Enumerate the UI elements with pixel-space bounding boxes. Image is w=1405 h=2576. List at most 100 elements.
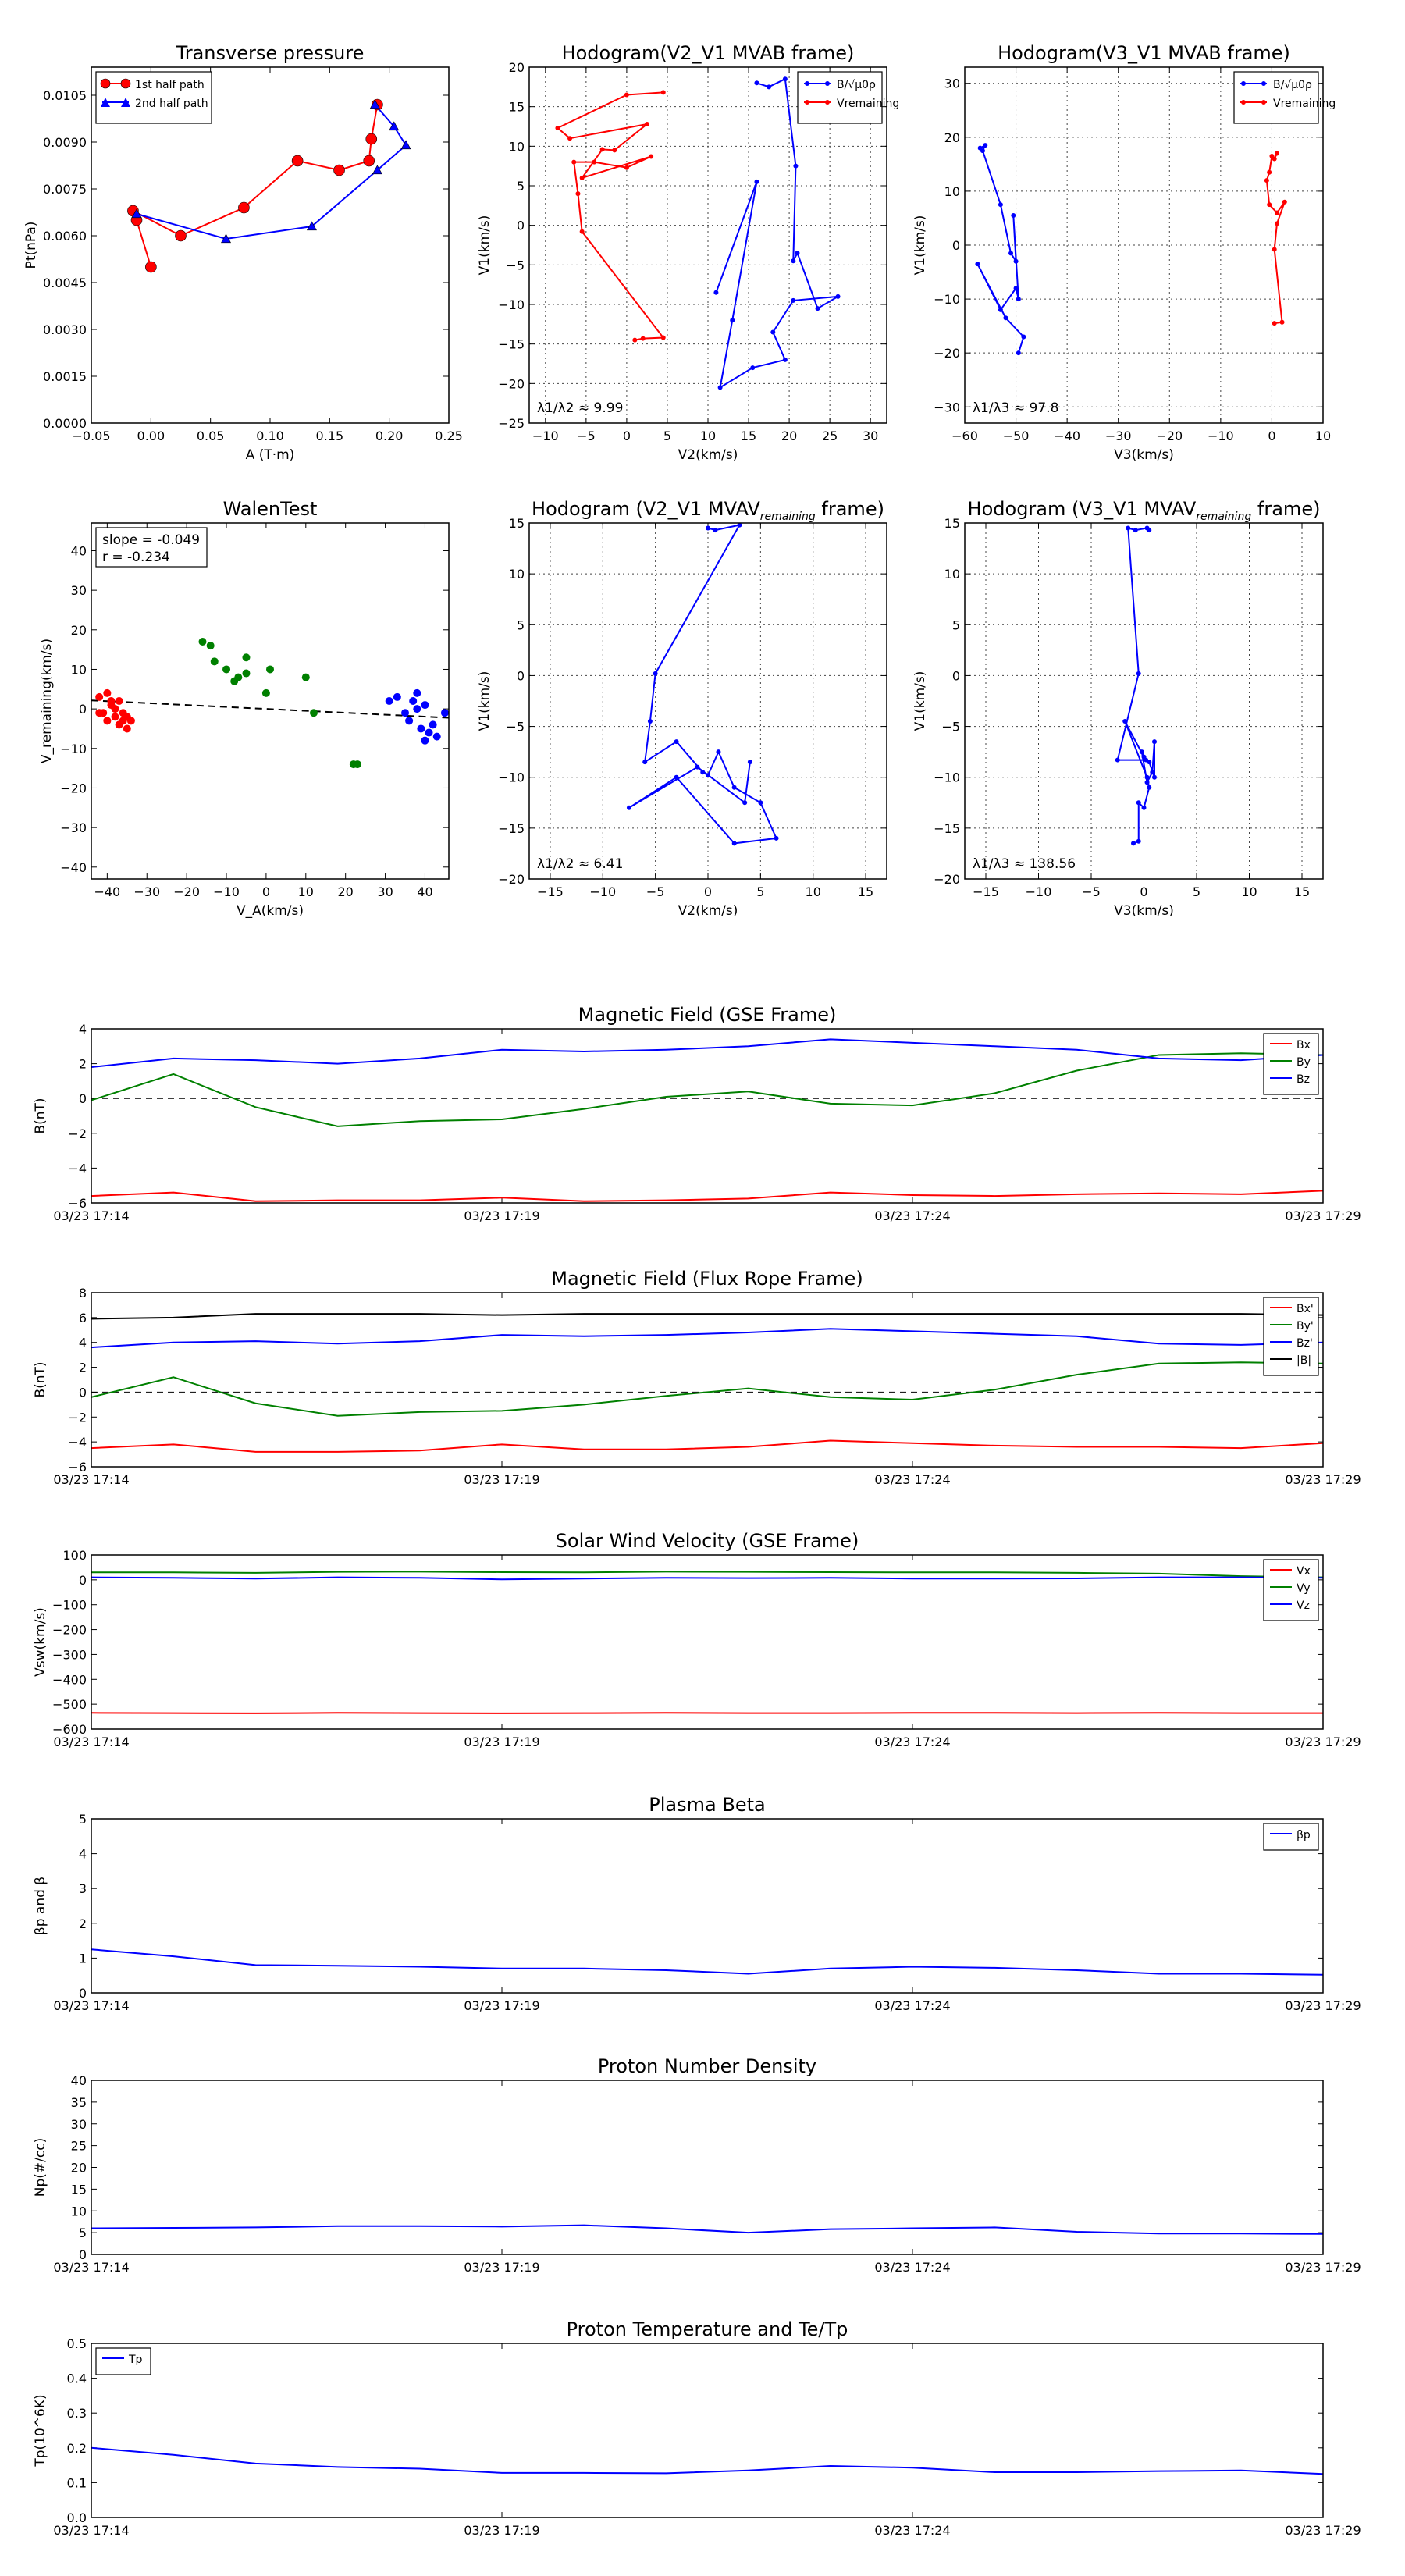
data-point: [730, 318, 735, 323]
x-tick-label: 03/23 17:19: [464, 1998, 539, 2013]
data-point: [716, 749, 721, 755]
chart-title: Solar Wind Velocity (GSE Frame): [556, 1530, 859, 1552]
data-point: [767, 84, 772, 90]
chart-np: 0 5 10 15 20 25 30 35 40 03/23 17:14 03/23 17:19 03…: [33, 2055, 1361, 2275]
series-line-2: [91, 1328, 1324, 1349]
x-tick-label: 10: [1315, 429, 1331, 443]
data-point: [393, 692, 401, 701]
data-point: [409, 697, 418, 705]
series-line-1: [91, 1361, 1324, 1417]
data-point: [123, 724, 131, 733]
y-tick-label: −20: [934, 346, 960, 361]
x-tick-label: 03/23 17:19: [464, 2260, 539, 2275]
x-tick-label: 03/23 17:24: [874, 1998, 950, 2013]
y-tick-label: 20: [71, 2161, 87, 2176]
data-point: [266, 665, 274, 674]
legend-box: [1233, 71, 1319, 124]
data-point: [640, 336, 646, 341]
data-point: [389, 121, 400, 131]
x-tick-label: 03/23 17:24: [874, 1208, 950, 1223]
legend-box: [1263, 1297, 1319, 1376]
chart-title: Magnetic Field (Flux Rope Frame): [551, 1268, 863, 1290]
data-point: [1011, 213, 1016, 218]
x-tick-label: −5: [1082, 884, 1101, 899]
data-point: [1147, 785, 1152, 790]
legend-marker: [1261, 100, 1266, 105]
ratio-annotation: λ1/λ2 ≈ 6.41: [537, 856, 623, 872]
x-tick-label: −20: [1156, 429, 1183, 443]
y-axis-label: V1(km/s): [477, 215, 493, 276]
data-point: [417, 724, 425, 733]
y-tick-label: −15: [934, 821, 960, 836]
legend-marker: [121, 98, 130, 107]
chart-title: Proton Number Density: [598, 2055, 816, 2077]
legend-marker: [1241, 100, 1246, 105]
legend-label: Bz: [1297, 1073, 1310, 1086]
y-tick-label: 0: [952, 668, 960, 683]
data-point: [653, 671, 658, 676]
chart-walen: −40 −30 −20 −10 0 10 20 30 40 −40 −30 −20 −10 0 10 20 30…: [39, 498, 450, 919]
legend-label: 2nd half path: [135, 98, 208, 110]
y-tick-label: −5: [506, 258, 525, 272]
x-tick-label: −15: [537, 884, 564, 899]
y-tick-label: 4: [79, 1847, 87, 1862]
data-point: [791, 297, 796, 303]
data-point: [1136, 671, 1141, 676]
x-tick-label: 30: [377, 884, 393, 899]
series-line-0: [715, 77, 839, 390]
data-point: [575, 191, 581, 197]
x-tick-label: −40: [94, 884, 120, 899]
y-tick-label: −25: [498, 416, 525, 431]
chart-beta: 0 1 2 3 4 5 03/23 17:14 03/23 17:19 03/23 17:24 0…: [33, 1794, 1361, 2013]
data-point: [333, 164, 345, 176]
legend-marker: [101, 98, 110, 107]
x-tick-label: 0.15: [316, 429, 344, 443]
y-axis-label: B(nT): [33, 1098, 48, 1133]
legend-label: Bx': [1297, 1303, 1314, 1315]
y-tick-label: 30: [944, 76, 960, 91]
data-point: [706, 773, 710, 778]
series-line-0: [91, 1948, 1324, 1976]
x-axis-label: V2(km/s): [678, 903, 738, 919]
y-tick-label: 0.5: [67, 2336, 87, 2351]
legend-label: Vx: [1297, 1565, 1311, 1578]
y-tick-label: −15: [498, 821, 525, 836]
y-tick-label: 5: [517, 179, 525, 194]
legend-marker: [805, 100, 809, 105]
y-tick-label: 1: [79, 1951, 87, 1966]
data-point: [731, 841, 737, 846]
y-tick-label: 0: [79, 2247, 87, 2262]
series-line-0: [91, 2224, 1324, 2235]
series-line-1: [91, 1571, 1324, 1578]
y-tick-label: −100: [52, 1598, 87, 1613]
chart-h3: −15 −10 −5 0 5 10 15 −20 −15 −10 −5 0 5 10 15 V2(km/s) V…: [477, 498, 887, 919]
y-tick-label: −10: [934, 292, 960, 307]
data-point: [1133, 528, 1138, 533]
chart-title: Hodogram(V3_V1 MVAB frame): [998, 42, 1290, 64]
data-point: [115, 697, 123, 705]
data-point: [747, 760, 752, 765]
data-point: [1136, 838, 1141, 844]
data-point: [1141, 805, 1147, 810]
x-tick-label: −10: [1208, 429, 1234, 443]
legend-label: Bx: [1297, 1039, 1311, 1051]
series-line-0: [91, 1439, 1324, 1453]
legend-label: |B|: [1297, 1354, 1311, 1367]
x-axis-label: V2(km/s): [678, 447, 738, 463]
data-point: [421, 701, 429, 710]
data-point: [413, 705, 422, 713]
y-tick-label: 0.0: [67, 2510, 87, 2525]
chart-mag_gse: −6 −4 −2 0 2 4 03/23 17:14 03/23 17:19 03/23 17:…: [33, 1004, 1361, 1223]
chart-title: Transverse pressure: [176, 42, 365, 64]
data-point: [774, 835, 779, 841]
y-tick-label: 0: [517, 668, 525, 683]
data-point: [401, 709, 410, 717]
y-tick-label: 25: [71, 2139, 87, 2154]
data-point: [998, 307, 1003, 312]
x-tick-label: 03/23 17:24: [874, 2260, 950, 2275]
x-tick-label: 0.05: [197, 429, 225, 443]
y-tick-label: 0.0030: [43, 322, 87, 337]
x-tick-label: 10: [298, 884, 314, 899]
data-point: [1144, 757, 1149, 763]
y-tick-label: −10: [498, 297, 525, 312]
